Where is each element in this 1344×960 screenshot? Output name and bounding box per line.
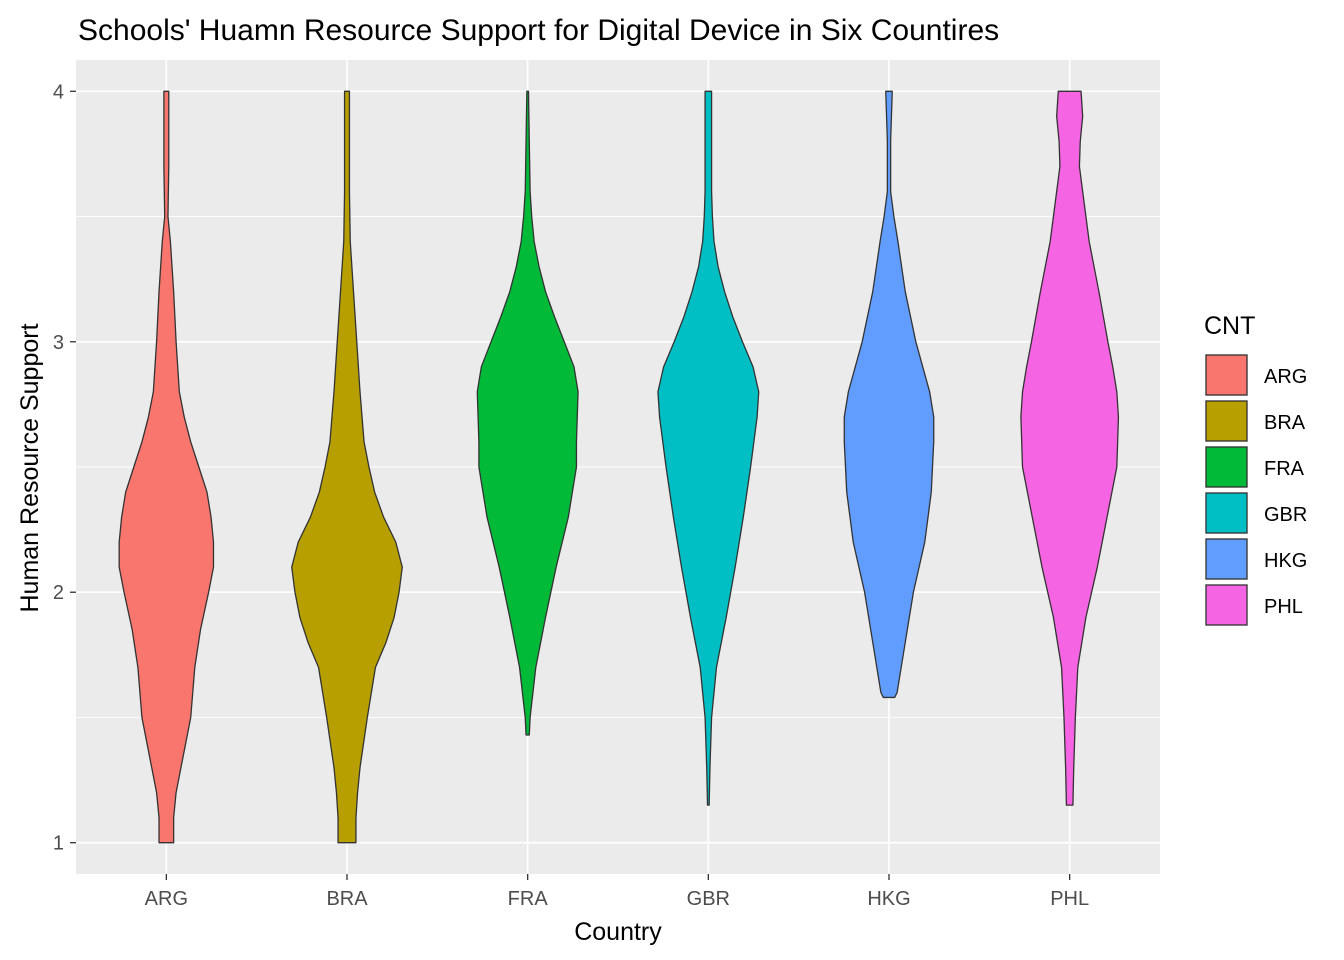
violin-phl [1020,90,1120,806]
violin-bra [291,90,403,844]
legend-label-arg: ARG [1264,366,1307,388]
legend-key-arg [1205,354,1248,396]
legend-key-fra [1205,446,1248,488]
violin-gbr [657,90,760,806]
x-tick-label: BRA [326,888,368,910]
x-tick-label: HKG [867,888,910,910]
violin-arg [118,90,215,844]
legend-key-gbr [1205,492,1248,534]
plot-panel [76,60,1160,874]
legend-title: CNT [1204,312,1255,340]
chart-title: Schools' Huamn Resource Support for Digi… [78,14,999,47]
legend-label-hkg: HKG [1264,550,1307,572]
legend-label-phl: PHL [1264,596,1303,618]
y-axis-title: Human Resource Support [16,323,44,612]
legend-label-bra: BRA [1264,412,1306,434]
legend-key-hkg [1205,538,1248,580]
x-tick-label: ARG [145,888,188,910]
legend-label-fra: FRA [1264,458,1305,480]
legend-label-gbr: GBR [1264,504,1307,526]
y-tick-label: 4 [53,81,64,103]
x-tick-label: PHL [1050,888,1089,910]
y-tick-label: 2 [53,582,64,604]
legend: CNT ARG BRA FRA GBR HKG PHL [1204,312,1307,626]
x-tick-label: GBR [687,888,730,910]
violin-fra [476,90,579,736]
y-axis: 1 2 3 4 [53,81,76,855]
x-axis: ARG BRA FRA GBR HKG PHL [145,874,1089,910]
legend-key-bra [1205,400,1248,442]
y-tick-label: 3 [53,332,64,354]
violin-hkg [843,90,935,699]
y-tick-label: 1 [53,833,64,855]
legend-key-phl [1205,584,1248,626]
x-axis-title: Country [574,918,662,946]
x-tick-label: FRA [508,888,549,910]
